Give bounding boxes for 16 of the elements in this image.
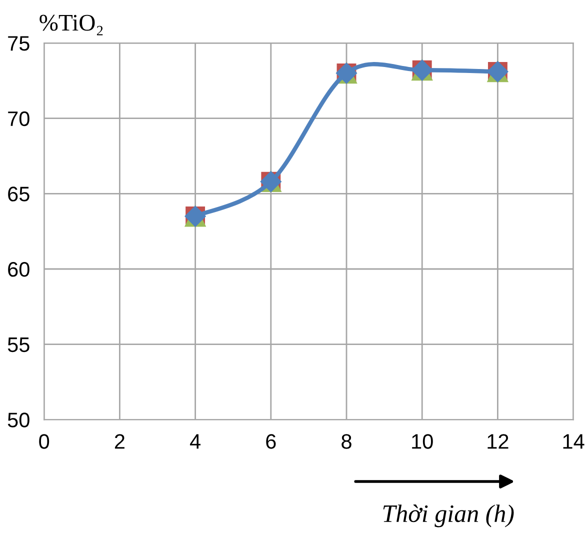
x-tick-label: 6 xyxy=(266,434,276,449)
x-tick-label: 10 xyxy=(412,434,433,449)
x-axis-title: Thời gian (h) xyxy=(383,504,514,528)
x-tick-label: 0 xyxy=(39,434,50,449)
y-tick-label: 55 xyxy=(8,338,30,352)
x-tick-label: 8 xyxy=(342,434,352,449)
y-axis-title: %TiO₂ xyxy=(40,14,103,36)
x-tick-label: 14 xyxy=(563,434,584,449)
x-tick-label: 4 xyxy=(190,434,200,449)
y-tick-label: 70 xyxy=(8,111,30,126)
y-tick-label: 75 xyxy=(8,36,30,51)
y-tick-label: 50 xyxy=(8,412,30,428)
y-tick-label: 65 xyxy=(8,186,30,202)
x-tick-label: 2 xyxy=(114,434,124,449)
x-tick-label: 12 xyxy=(488,434,508,449)
y-tick-label: 60 xyxy=(8,262,30,277)
